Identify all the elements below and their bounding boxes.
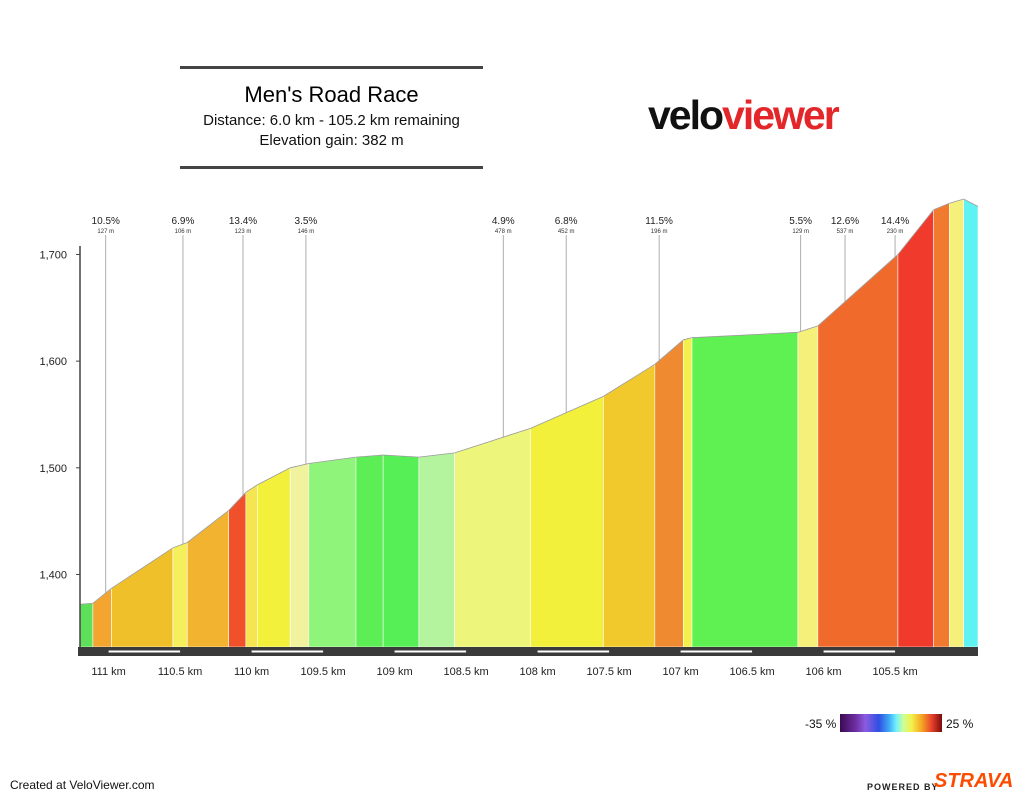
profile-segment (530, 395, 604, 648)
profile-segment (186, 509, 230, 648)
chart-title: Men's Road Race (244, 82, 419, 107)
profile-segment (172, 542, 188, 648)
gradient-legend-bar (840, 714, 942, 732)
title-top-rule (180, 66, 483, 69)
profile-segment (603, 363, 656, 648)
x-tick-label: 105.5 km (872, 666, 917, 678)
profile-segment (683, 337, 693, 648)
profile-segment (654, 339, 684, 648)
x-tick-label: 110.5 km (158, 666, 202, 678)
y-tick-label: 1,600 (39, 356, 67, 368)
powered-by-text: POWERED BY (867, 782, 939, 792)
annotation-distance: 123 m (235, 229, 252, 235)
annotation-distance: 452 m (558, 229, 575, 235)
x-axis-bar (78, 647, 978, 656)
profile-segment (257, 467, 291, 648)
profile-segment (289, 463, 310, 648)
logo-part-velo: velo (648, 92, 724, 138)
x-tick-label: 109 km (377, 666, 413, 678)
x-tick-label: 108.5 km (443, 666, 488, 678)
profile-segment (817, 253, 899, 648)
y-tick-label: 1,500 (39, 463, 67, 475)
x-tick-label: 106 km (806, 666, 842, 678)
annotation-grade: 5.5% (789, 216, 812, 227)
logo-part-viewer: viewer (722, 92, 840, 138)
profile-segment (79, 602, 94, 648)
annotation-grade: 6.9% (172, 216, 195, 227)
x-tick-label: 108 km (520, 666, 556, 678)
profile-segment (963, 198, 979, 648)
created-at-text: Created at VeloViewer.com (10, 778, 155, 792)
profile-segment (454, 427, 531, 648)
x-tick-label: 110 km (234, 666, 269, 678)
x-axis-band (251, 650, 324, 653)
annotation-grade: 6.8% (555, 216, 578, 227)
annotation-grade: 3.5% (295, 216, 318, 227)
y-tick-label: 1,400 (39, 569, 67, 581)
profile-segment (92, 587, 112, 648)
annotation-grade: 14.4% (881, 216, 909, 227)
profile-segment (933, 202, 950, 648)
annotation-distance: 478 m (495, 229, 512, 235)
annotation-distance: 127 m (97, 229, 114, 235)
x-tick-label: 107 km (663, 666, 699, 678)
x-axis: 111 km 110.5 km 110 km 109.5 km 109 km 108.5 … (78, 647, 978, 678)
annotation-grade: 11.5% (645, 216, 673, 227)
profile-outline (79, 198, 979, 605)
x-tick-label: 111 km (91, 666, 125, 678)
legend-min-label: -35 % (805, 717, 837, 731)
title-bottom-rule (180, 166, 483, 169)
climb-annotations: 10.5% 127 m 6.9% 106 m 13.4% 123 m 3.5% 146 m 4.… (92, 216, 909, 593)
annotation-distance: 537 m (837, 229, 854, 235)
profile-segments (79, 198, 979, 648)
annotation-distance: 129 m (792, 229, 809, 235)
profile-segment (308, 456, 357, 648)
strava-logo: STRAVA (934, 770, 1014, 792)
profile-segment (797, 325, 819, 648)
x-tick-label: 109.5 km (300, 666, 345, 678)
annotation-distance: 196 m (651, 229, 668, 235)
profile-segment (897, 208, 934, 648)
annotation-distance: 106 m (175, 229, 192, 235)
annotation-distance: 230 m (887, 229, 904, 235)
title-block: Men's Road Race Distance: 6.0 km - 105.2… (180, 66, 483, 170)
annotation-grade: 10.5% (92, 216, 120, 227)
profile-segment (949, 198, 965, 648)
annotation-grade: 13.4% (229, 216, 257, 227)
x-tick-label: 106.5 km (729, 666, 774, 678)
distance-line: Distance: 6.0 km - 105.2 km remaining (203, 112, 460, 129)
x-axis-band (680, 650, 753, 653)
profile-segment (355, 454, 384, 648)
veloviewer-logo: veloviewer (648, 92, 840, 139)
profile-segment (111, 547, 174, 648)
y-axis: 1,400 1,500 1,600 1,700 (39, 246, 81, 647)
x-axis-band (108, 650, 181, 653)
profile-segment (228, 491, 247, 648)
annotation-distance: 146 m (298, 229, 315, 235)
legend-max-label: 25 % (946, 717, 974, 731)
profile-segment (418, 452, 455, 648)
annotation-grade: 4.9% (492, 216, 515, 227)
profile-segment (382, 454, 420, 648)
x-axis-band (823, 650, 896, 653)
annotation-grade: 12.6% (831, 216, 859, 227)
x-axis-band (537, 650, 610, 653)
x-axis-band (394, 650, 467, 653)
x-tick-label: 107.5 km (586, 666, 631, 678)
profile-segment (245, 484, 258, 648)
elevation-line: Elevation gain: 382 m (259, 132, 404, 149)
profile-segment (691, 332, 799, 648)
y-tick-label: 1,700 (39, 249, 67, 261)
